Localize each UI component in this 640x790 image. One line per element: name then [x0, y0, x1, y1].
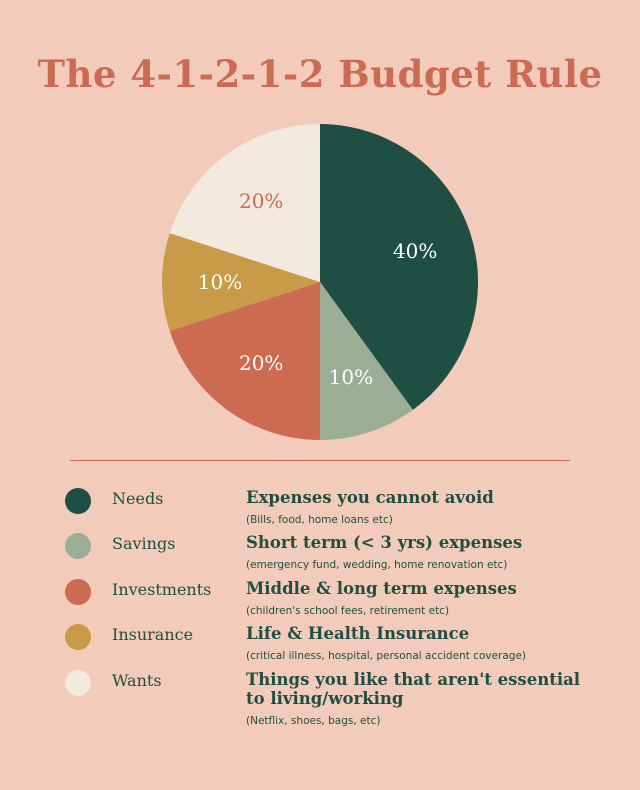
- legend-dot: [65, 533, 91, 559]
- slice-label-insurance: 10%: [198, 270, 242, 294]
- slice-label-needs: 40%: [393, 239, 437, 263]
- slice-label-wants: 20%: [239, 189, 283, 213]
- pie-slice-needs: [320, 124, 479, 410]
- slice-label-investments: 20%: [239, 351, 283, 375]
- pie-slice-wants: [169, 124, 320, 282]
- legend-dot: [65, 579, 91, 605]
- pie-slice-insurance: [162, 233, 320, 331]
- chart-title: The 4-1-2-1-2 Budget Rule: [37, 52, 603, 96]
- legend-label: Investments: [112, 580, 212, 599]
- legend-description: Expenses you cannot avoid: [246, 488, 494, 507]
- pie-slice-savings: [320, 282, 413, 440]
- legend-note: (critical illness, hospital, personal ac…: [246, 650, 527, 662]
- legend-note: (Bills, food, home loans etc): [246, 514, 393, 526]
- legend-dot: [65, 624, 91, 650]
- legend-label: Insurance: [112, 625, 194, 644]
- legend-label: Needs: [112, 489, 164, 508]
- legend-description: Things you like that aren't essential to…: [246, 670, 581, 708]
- legend-dot: [65, 670, 91, 696]
- legend-label: Wants: [112, 671, 162, 690]
- divider: [70, 460, 570, 461]
- pie-chart: 40% 10% 20% 10% 20%: [162, 124, 479, 440]
- legend-dot: [65, 488, 91, 514]
- legend-description: Middle & long term expenses: [246, 579, 517, 598]
- slice-label-savings: 10%: [329, 365, 373, 389]
- legend-note: (children's school fees, retirement etc): [246, 605, 450, 617]
- legend-description: Short term (< 3 yrs) expenses: [246, 533, 523, 552]
- legend-note: (emergency fund, wedding, home renovatio…: [246, 559, 508, 571]
- legend-note: (Netflix, shoes, bags, etc): [246, 715, 381, 727]
- legend-description: Life & Health Insurance: [246, 624, 470, 643]
- legend-label: Savings: [112, 534, 176, 553]
- pie-slice-investments: [169, 282, 320, 440]
